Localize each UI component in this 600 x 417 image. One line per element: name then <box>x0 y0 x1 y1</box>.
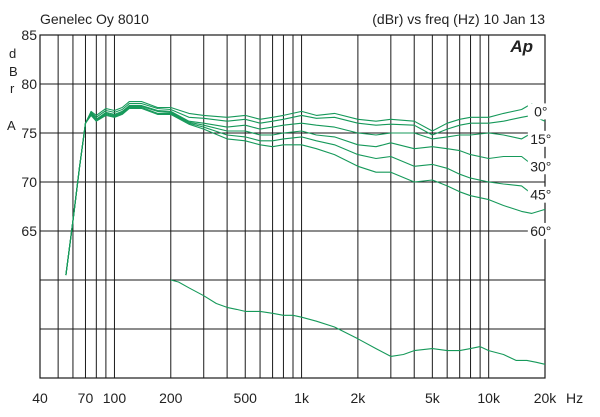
off-axis-trace <box>65 101 546 276</box>
off-axis-trace <box>65 106 546 276</box>
angle-labels: 0° 15° 30° 45° 60° <box>527 103 554 239</box>
angle-label-background <box>527 103 554 120</box>
off-axis-trace <box>65 105 546 276</box>
y-tick-label: 85 <box>21 27 37 43</box>
y-tick-label: 80 <box>21 76 37 92</box>
angle-label-background <box>527 130 554 147</box>
header-left-title: Genelec Oy 8010 <box>40 11 149 27</box>
x-tick-label: 10k <box>477 390 501 406</box>
y-tick-label: 75 <box>21 125 37 141</box>
ylabel-r: r <box>10 81 15 96</box>
angle-label: 30° <box>530 158 551 174</box>
y-tick-label: 70 <box>21 174 37 190</box>
x-tick-label: 5k <box>425 390 441 406</box>
y-tick-labels: 85 80 75 70 65 <box>21 27 37 239</box>
minor-gridlines <box>57 35 481 378</box>
x-tick-label: 70 <box>78 390 94 406</box>
angle-label: 15° <box>530 131 551 147</box>
x-tick-label: 1k <box>294 390 310 406</box>
angle-label-background <box>527 158 554 175</box>
x-tick-label: 500 <box>234 390 258 406</box>
y-tick-label: 65 <box>21 223 37 239</box>
ylabel-d: d <box>9 46 16 61</box>
power-response-trace <box>170 279 546 365</box>
angle-label-background <box>527 186 554 203</box>
x-unit-label: Hz <box>566 390 583 406</box>
plot-frame <box>39 34 546 379</box>
off-axis-trace <box>65 105 546 276</box>
ap-logo: Ap <box>509 37 533 56</box>
x-tick-label: 20k <box>534 390 558 406</box>
ylabel-b: B <box>9 64 18 79</box>
plot-border <box>39 34 546 379</box>
angle-label: 45° <box>530 187 551 203</box>
off-axis-trace <box>65 103 546 276</box>
off-axis-trace <box>65 107 546 276</box>
x-tick-label: 40 <box>32 390 48 406</box>
ylabel-a: A <box>7 118 16 133</box>
response-traces <box>65 101 546 365</box>
x-tick-label: 100 <box>103 390 127 406</box>
major-gridlines <box>39 34 546 379</box>
angle-label: 60° <box>530 223 551 239</box>
x-tick-label: 200 <box>159 390 183 406</box>
header-right-title: (dBr) vs freq (Hz) 10 Jan 13 <box>372 11 545 27</box>
x-tick-label: 2k <box>350 390 366 406</box>
angle-label-background <box>527 222 554 239</box>
x-tick-labels: 40 70 100 200 500 1k 2k 5k 10k 20k <box>32 390 557 406</box>
angle-label: 0° <box>534 103 547 119</box>
